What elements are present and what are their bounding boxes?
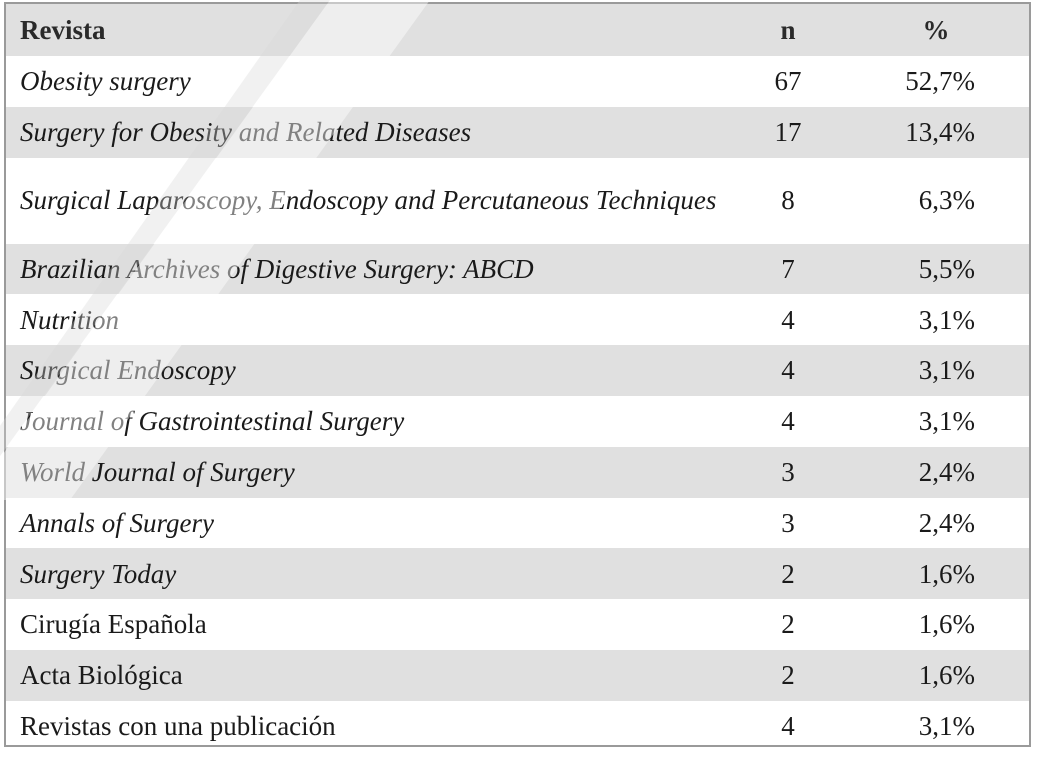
journal-name-cell: Annals of Surgery <box>20 507 214 538</box>
count-cell: 3 <box>781 507 795 538</box>
count-cell: 67 <box>774 66 802 97</box>
header-row: Revista n % <box>6 4 1029 56</box>
journal-name-cell: Surgery Today <box>6 548 733 600</box>
table-row: Cirugía Española 2 1,6% <box>6 599 1029 650</box>
percent-cell: 13,4% <box>843 106 1029 158</box>
percent-cell: 6,3% <box>918 185 975 216</box>
journal-name-cell: Nutrition <box>20 304 120 335</box>
table-row: Surgical Endoscopy 4 3,1% <box>6 345 1029 396</box>
count-cell: 4 <box>781 304 795 335</box>
percent-cell: 1,6% <box>843 649 1029 701</box>
journal-name-cell: Brazilian Archives of Digestive Surgery:… <box>6 243 733 295</box>
journal-name-cell: Surgical Laparoscopy, Endoscopy and Perc… <box>20 185 717 216</box>
table-row: Annals of Surgery 3 2,4% <box>6 498 1029 549</box>
percent-cell: 5,5% <box>843 243 1029 295</box>
table-row: Surgery Today 2 1,6% <box>6 548 1029 600</box>
count-cell: 2 <box>781 609 795 640</box>
count-cell: 4 <box>733 345 843 396</box>
table-header: Revista n % <box>6 4 1029 56</box>
count-cell: 8 <box>781 185 795 216</box>
journal-name-cell: Cirugía Española <box>20 609 207 640</box>
percent-cell: 3,1% <box>918 304 975 335</box>
percent-cell: 3,1% <box>843 345 1029 396</box>
table-row: Surgical Laparoscopy, Endoscopy and Perc… <box>6 158 1029 244</box>
journal-name-cell: Obesity surgery <box>20 66 191 97</box>
count-cell: 4 <box>781 406 795 437</box>
journal-table-frame: Revista n % Obesity surgery 67 52,7% Surger… <box>4 2 1031 747</box>
percent-cell: 1,6% <box>918 609 975 640</box>
percent-cell: 2,4% <box>918 507 975 538</box>
count-cell: 2 <box>733 649 843 701</box>
table-row: Obesity surgery 67 52,7% <box>6 56 1029 107</box>
percent-cell: 3,1% <box>918 710 975 741</box>
header-journal: Revista <box>6 4 733 56</box>
header-percent: % <box>843 4 1029 56</box>
journal-name-cell: Surgery for Obesity and Related Diseases <box>6 106 733 158</box>
count-cell: 3 <box>733 446 843 498</box>
table-row: Brazilian Archives of Digestive Surgery:… <box>6 243 1029 295</box>
table-row: Acta Biológica 2 1,6% <box>6 649 1029 701</box>
percent-cell: 52,7% <box>905 66 975 97</box>
header-n: n <box>733 4 843 56</box>
table-row: Revistas con una publicación 4 3,1% <box>6 701 1029 752</box>
table-row: World Journal of Surgery 3 2,4% <box>6 446 1029 498</box>
count-cell: 4 <box>781 710 795 741</box>
count-cell: 7 <box>733 243 843 295</box>
journal-name-cell: Journal of Gastrointestinal Surgery <box>20 406 405 437</box>
table-row: Nutrition 4 3,1% <box>6 294 1029 345</box>
journal-table: Revista n % Obesity surgery 67 52,7% Surger… <box>6 4 1029 752</box>
journal-name-cell: World Journal of Surgery <box>6 446 733 498</box>
table-row: Journal of Gastrointestinal Surgery 4 3,1% <box>6 396 1029 447</box>
journal-name-cell: Surgical Endoscopy <box>6 345 733 396</box>
journal-name-cell: Revistas con una publicación <box>20 710 336 741</box>
count-cell: 17 <box>733 106 843 158</box>
percent-cell: 2,4% <box>843 446 1029 498</box>
journal-name-cell: Acta Biológica <box>6 649 733 701</box>
percent-cell: 1,6% <box>843 548 1029 600</box>
count-cell: 2 <box>733 548 843 600</box>
percent-cell: 3,1% <box>918 406 975 437</box>
table-row: Surgery for Obesity and Related Diseases… <box>6 106 1029 158</box>
table-body: Obesity surgery 67 52,7% Surgery for Obesit… <box>6 56 1029 752</box>
